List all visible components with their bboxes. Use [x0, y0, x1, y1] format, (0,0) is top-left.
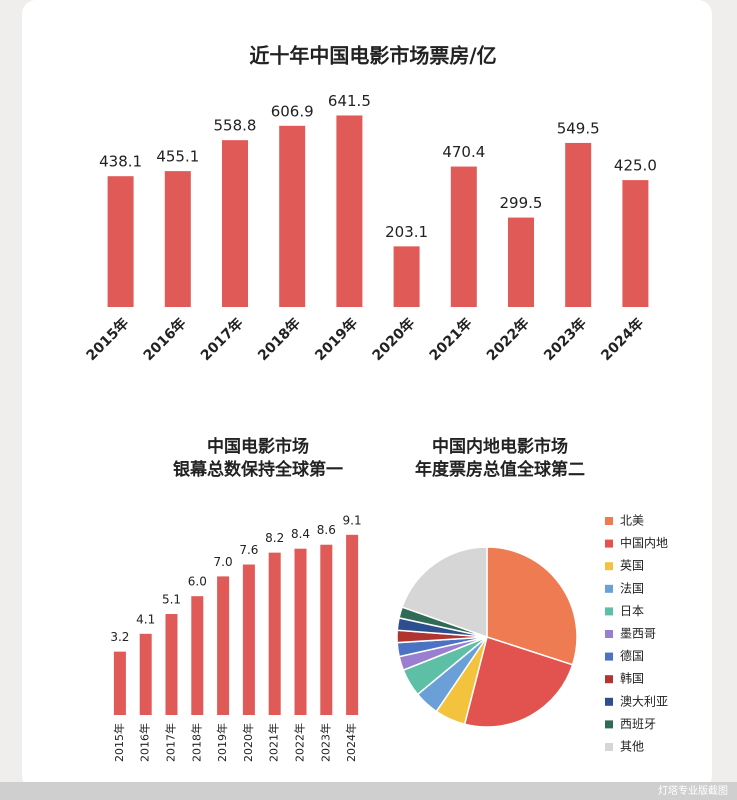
legend-swatch	[605, 720, 613, 729]
value-label: 455.1	[156, 148, 199, 166]
legend-swatch	[605, 697, 613, 706]
value-label: 9.1	[343, 513, 362, 527]
chart-title: 中国内地电影市场	[432, 436, 568, 457]
value-label: 8.6	[317, 523, 336, 537]
footer-bar	[0, 782, 737, 800]
x-tick-label: 2015年	[112, 723, 126, 762]
chart-title: 中国电影市场	[207, 436, 309, 457]
legend-label: 西班牙	[620, 717, 656, 731]
value-label: 3.2	[110, 630, 129, 644]
value-label: 425.0	[614, 157, 657, 175]
bar	[450, 166, 477, 307]
legend-swatch	[605, 675, 613, 684]
legend-swatch	[605, 517, 613, 525]
x-tick-label: 2018年	[189, 723, 203, 762]
pie-slice	[401, 546, 488, 639]
bar	[191, 596, 204, 715]
legend-swatch	[605, 630, 613, 638]
legend-label: 中国内地	[620, 535, 668, 550]
x-tick-label: 2019年	[215, 723, 229, 762]
x-tick-label: 2023年	[318, 723, 332, 762]
legend-swatch	[605, 743, 613, 751]
bar	[165, 614, 178, 715]
legend-label: 澳大利亚	[620, 694, 668, 708]
pie-slice	[486, 546, 578, 666]
legend-label: 墨西哥	[620, 627, 656, 641]
legend-label: 北美	[620, 514, 644, 528]
value-label: 549.5	[557, 119, 600, 137]
legend-swatch	[605, 562, 613, 571]
bar	[622, 180, 649, 307]
value-label: 6.0	[188, 575, 207, 589]
legend-label: 韩国	[620, 671, 644, 686]
chart-title: 年度票房总值全球第二	[415, 459, 585, 480]
bar	[294, 548, 307, 715]
x-tick-label: 2017年	[164, 723, 178, 762]
legend-swatch	[605, 652, 613, 661]
bar	[107, 176, 134, 307]
value-label: 8.4	[291, 527, 310, 541]
bar	[336, 115, 363, 307]
value-label: 470.4	[442, 143, 485, 161]
legend-label: 德国	[620, 648, 644, 663]
pie-slice	[463, 636, 574, 728]
value-label: 606.9	[271, 102, 314, 120]
legend-label: 英国	[620, 559, 644, 573]
value-label: 5.1	[162, 593, 181, 607]
value-label: 641.5	[328, 92, 371, 110]
legend-swatch	[605, 539, 613, 548]
value-label: 4.1	[136, 612, 155, 626]
chart-title: 近十年中国电影市场票房/亿	[249, 44, 496, 68]
bar	[279, 125, 306, 307]
bar	[113, 651, 126, 715]
chart-title: 银幕总数保持全球第一	[173, 459, 343, 480]
bar	[222, 140, 248, 307]
value-label: 558.8	[214, 117, 257, 135]
watermark: 灯塔专业版截图	[658, 784, 728, 797]
bar	[242, 564, 255, 715]
bar	[217, 576, 230, 715]
legend-label: 其他	[620, 740, 644, 754]
legend-label: 日本	[620, 604, 644, 618]
legend-label: 法国	[620, 581, 644, 595]
value-label: 7.6	[239, 543, 258, 557]
bar	[164, 171, 191, 307]
legend-swatch	[605, 584, 613, 593]
bar	[320, 544, 333, 715]
x-tick-label: 2024年	[344, 723, 358, 762]
x-tick-label: 2020年	[241, 723, 255, 762]
bar	[508, 217, 534, 307]
legend-swatch	[605, 607, 613, 616]
value-label: 203.1	[385, 223, 428, 241]
x-tick-label: 2021年	[267, 723, 281, 762]
bar	[565, 142, 592, 307]
x-tick-label: 2022年	[293, 723, 307, 762]
bar	[393, 246, 420, 307]
bar	[346, 534, 359, 715]
bar	[139, 633, 152, 715]
value-label: 299.5	[500, 194, 543, 212]
value-label: 438.1	[99, 153, 142, 171]
value-label: 7.0	[214, 555, 233, 569]
bar	[268, 552, 281, 715]
value-label: 8.2	[265, 531, 284, 545]
x-tick-label: 2016年	[138, 723, 152, 762]
